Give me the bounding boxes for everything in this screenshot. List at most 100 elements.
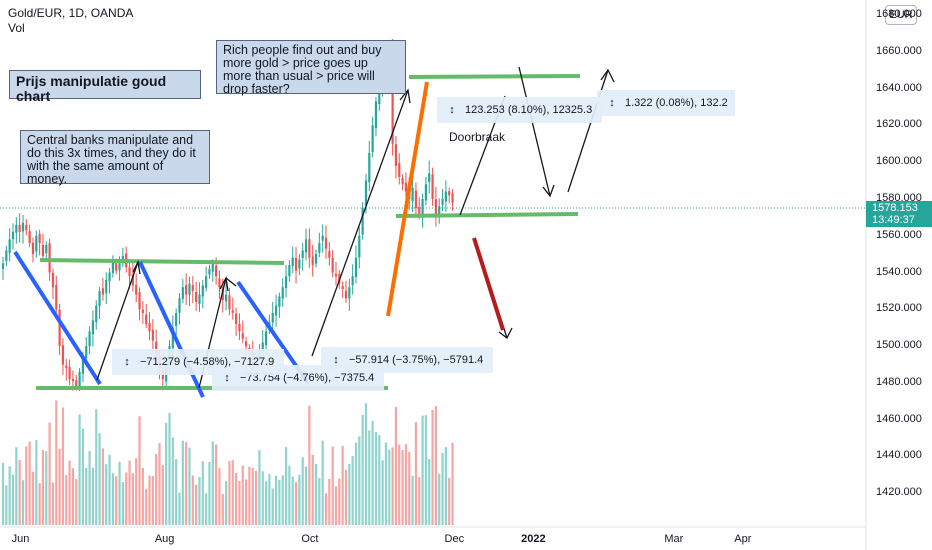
arrowhead-forecast-down xyxy=(542,184,555,198)
volume-bar xyxy=(321,440,324,525)
candle-body xyxy=(404,182,408,192)
candle-body xyxy=(231,310,234,314)
candle-body xyxy=(261,342,264,352)
candle-body xyxy=(38,233,41,244)
candle-body xyxy=(58,309,61,347)
rich-people-note[interactable]: Rich people find out and buy more gold >… xyxy=(216,40,406,96)
candle-body xyxy=(208,268,211,275)
candle-body xyxy=(271,313,274,323)
candle-body xyxy=(28,231,31,244)
volume-bar xyxy=(308,405,311,525)
breakout-label[interactable]: Doorbraak xyxy=(449,130,506,144)
volume-indicator-label[interactable]: Vol xyxy=(8,21,25,35)
volume-bar xyxy=(268,474,271,525)
time-tick-label: 2022 xyxy=(521,533,546,545)
candle-body xyxy=(444,191,447,202)
price-tick-label: 1600.000 xyxy=(876,155,922,168)
volume-bar xyxy=(65,475,68,525)
price-tick-label: 1420.000 xyxy=(876,486,922,499)
measure-label-4[interactable]: ↕ 123.253 (8.10%), 12325.3 xyxy=(437,97,603,123)
price-tick-label: 1440.000 xyxy=(876,449,922,462)
volume-bar xyxy=(334,486,338,525)
measure-label-5[interactable]: ↕ 1.322 (0.08%), 132.2 xyxy=(597,90,735,116)
candle-body xyxy=(115,263,118,271)
candle-body xyxy=(68,366,71,380)
volume-bar xyxy=(341,445,344,525)
arrow-tip-2 xyxy=(225,277,237,287)
volume-bar xyxy=(111,473,114,525)
candle-body xyxy=(244,341,248,347)
volume-bar xyxy=(284,447,288,525)
volume-bar xyxy=(141,467,144,525)
candle-body xyxy=(411,187,414,202)
candle-body xyxy=(448,191,451,196)
arrow-up-1[interactable] xyxy=(96,261,139,381)
candle-body xyxy=(205,276,208,288)
measure-icon: ↕ xyxy=(333,354,339,366)
volume-bar xyxy=(68,460,71,525)
candle-body xyxy=(178,298,181,313)
volume-bar xyxy=(368,430,371,525)
candle-body xyxy=(358,235,361,258)
candle-body xyxy=(81,357,85,374)
volume-bar xyxy=(55,400,58,525)
measure-value: 123.253 (8.10%), 12325.3 xyxy=(465,104,593,116)
candle-body xyxy=(304,239,308,253)
arrow-forecast-up-2[interactable] xyxy=(567,69,609,193)
arrowhead-up-1 xyxy=(132,259,141,275)
measure-label-1[interactable]: ↕ −71.279 (−4.58%), −7127.9 xyxy=(112,349,285,375)
candle-body xyxy=(61,345,65,365)
breakout-line[interactable] xyxy=(395,212,579,218)
candle-body xyxy=(88,331,91,347)
orange-rally-line[interactable] xyxy=(386,81,429,317)
volume-bar xyxy=(195,484,198,525)
title-note[interactable]: Prijs manipulatie goud chart xyxy=(9,70,201,104)
measure-value: −57.914 (−3.75%), −5791.4 xyxy=(349,354,484,366)
measure-value: −71.279 (−4.58%), −7127.9 xyxy=(140,356,275,368)
candle-body xyxy=(391,49,394,144)
candle-body xyxy=(241,333,244,339)
measure-icon: ↕ xyxy=(609,97,615,109)
candle-body xyxy=(85,346,88,359)
central-banks-note[interactable]: Central banks manipulate and do this 3x … xyxy=(20,130,210,186)
volume-bar xyxy=(21,480,25,525)
measure-label-3[interactable]: ↕ −57.914 (−3.75%), −5791.4 xyxy=(321,347,494,373)
candle-body xyxy=(98,290,101,307)
candle-body xyxy=(311,256,314,266)
measure-value: −73.754 (−4.76%), −7375.4 xyxy=(240,372,375,384)
candle-body xyxy=(131,274,134,286)
candle-body xyxy=(371,125,374,153)
volume-bar xyxy=(118,461,121,525)
volume-bar xyxy=(101,448,104,525)
volume-bar xyxy=(288,465,291,525)
arrow-up-3[interactable] xyxy=(311,89,409,357)
blue-drop-line-1[interactable] xyxy=(13,250,102,386)
symbol-title[interactable]: Gold/EUR, 1D, OANDA xyxy=(8,6,134,20)
volume-bar xyxy=(261,471,264,525)
resistance-line-top[interactable] xyxy=(408,74,581,79)
candle-body xyxy=(8,239,11,253)
red-drop-arrow[interactable] xyxy=(472,237,505,331)
candle-body xyxy=(148,322,151,332)
resistance-line-mid[interactable] xyxy=(39,258,285,265)
candle-body xyxy=(364,180,368,206)
price-tick-label: 1680.000 xyxy=(876,8,922,20)
candle-body xyxy=(135,284,138,295)
arrow-forecast-down[interactable] xyxy=(518,66,551,197)
volume-bar xyxy=(211,441,214,525)
candle-body xyxy=(198,294,201,304)
candle-body xyxy=(314,254,318,264)
candle-body xyxy=(215,265,218,277)
volume-bar xyxy=(148,475,151,525)
volume-bar xyxy=(58,448,61,525)
price-tick-label: 1560.000 xyxy=(876,228,922,241)
candle-body xyxy=(75,380,78,387)
bar-countdown: 13:49:37 xyxy=(872,214,915,226)
currency-button[interactable]: EUR xyxy=(885,5,917,25)
volume-bar xyxy=(131,473,134,525)
volume-bar xyxy=(444,447,447,525)
volume-bar xyxy=(188,447,191,525)
volume-bar xyxy=(298,474,301,525)
price-tick-label: 1640.000 xyxy=(876,81,922,94)
